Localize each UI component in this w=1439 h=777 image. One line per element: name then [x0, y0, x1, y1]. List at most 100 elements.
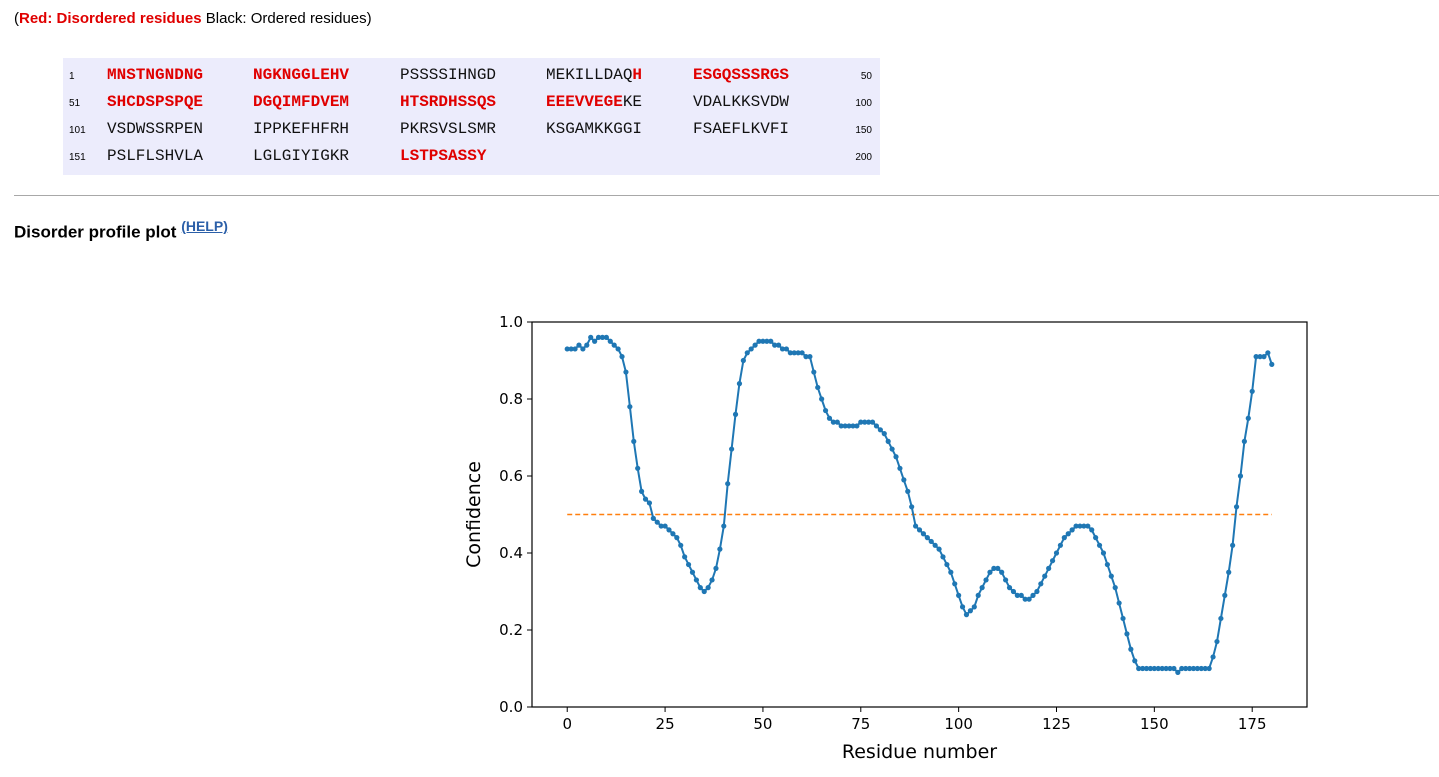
section-divider	[14, 195, 1439, 196]
confidence-point	[846, 423, 852, 429]
confidence-point	[932, 542, 938, 548]
confidence-point	[916, 527, 923, 533]
confidence-point	[928, 538, 934, 545]
disorder-profile-heading: Disorder profile plot (HELP)	[14, 218, 228, 243]
confidence-point	[854, 423, 860, 429]
confidence-point	[1226, 569, 1232, 575]
confidence-point	[775, 342, 782, 348]
confidence-point	[1049, 558, 1056, 564]
confidence-point	[740, 357, 746, 364]
x-tick-label: 175	[1238, 715, 1267, 733]
ordered-segment: PKRSVSLSMR	[400, 120, 497, 138]
confidence-point	[693, 577, 699, 583]
help-link[interactable]: (HELP)	[181, 218, 228, 234]
confidence-point	[971, 604, 977, 610]
confidence-point	[709, 577, 715, 583]
confidence-point	[885, 438, 891, 444]
sequence-start-number: 151	[69, 152, 86, 163]
confidence-point	[717, 546, 723, 552]
confidence-point	[595, 334, 602, 340]
legend-disordered-label: Red: Disordered residues	[19, 10, 202, 27]
sequence-block: MNSTNGNDNG	[107, 66, 203, 84]
confidence-point	[799, 350, 805, 356]
confidence-point	[1124, 631, 1130, 637]
confidence-point	[1073, 523, 1079, 529]
confidence-point	[654, 519, 660, 525]
sequence-end-number: 50	[860, 71, 872, 82]
sequence-row: 51 SHCDSPSPQE DGQIMFDVEM HTSRDHSSQS EEEVVEGE…	[63, 90, 880, 116]
ordered-segment: PSSSSIHNGD	[400, 66, 497, 84]
confidence-point	[705, 585, 711, 591]
confidence-point	[584, 342, 590, 348]
confidence-point	[1018, 592, 1024, 598]
legend-open-paren: (	[14, 10, 19, 27]
confidence-point	[944, 561, 950, 568]
confidence-point	[568, 346, 574, 352]
confidence-point	[850, 423, 856, 429]
y-tick-label: 0.0	[499, 698, 523, 716]
confidence-point	[920, 531, 927, 537]
confidence-point	[1053, 550, 1060, 556]
confidence-point	[830, 419, 836, 425]
disorder-profile-chart: 0 25 50 75 100 125 150 175 0.0 0.2 0.4 0.6 0.8 1.0 Res…	[463, 313, 1308, 763]
ordered-segment: VSDWSSRPEN	[107, 120, 204, 138]
confidence-point	[791, 350, 797, 356]
legend-ordered-label: Black: Ordered residues)	[201, 10, 372, 27]
confidence-point	[1069, 527, 1075, 533]
sequence-block: LGLGIYIGKR	[253, 147, 349, 165]
confidence-point	[783, 346, 790, 352]
disordered-segment: LSTPSASSY	[400, 147, 487, 165]
confidence-point	[666, 527, 672, 533]
sequence-block: VSDWSSRPEN	[107, 120, 203, 138]
sequence-start-number: 101	[69, 125, 86, 136]
confidence-point	[838, 423, 844, 429]
confidence-point	[807, 354, 813, 360]
confidence-point	[1155, 665, 1161, 672]
confidence-point	[1186, 665, 1193, 672]
confidence-point	[768, 338, 774, 344]
confidence-point	[858, 419, 864, 425]
confidence-point	[1202, 665, 1208, 672]
y-tick-label: 0.2	[499, 621, 523, 639]
confidence-point	[1093, 535, 1099, 541]
confidence-point	[592, 338, 598, 344]
confidence-point	[991, 565, 997, 571]
confidence-point	[1218, 615, 1224, 622]
confidence-point	[1010, 588, 1017, 595]
confidence-point	[1026, 596, 1032, 602]
confidence-point	[866, 419, 872, 425]
confidence-point	[1116, 600, 1122, 606]
confidence-point	[1108, 573, 1114, 579]
confidence-point	[1159, 665, 1165, 672]
sequence-end-number: 100	[855, 98, 872, 109]
sequence-start-number: 1	[69, 71, 75, 82]
sequence-end-number: 150	[855, 125, 872, 136]
disordered-segment: DGQIMFDVEM	[253, 93, 350, 111]
confidence-point	[772, 342, 778, 348]
ordered-segment: MEKILLDAQ	[546, 66, 633, 84]
confidence-point	[897, 465, 903, 471]
confidence-point	[627, 404, 633, 410]
confidence-point	[924, 535, 930, 541]
disordered-segment: H	[632, 66, 643, 84]
sequence-block: LSTPSASSY	[400, 147, 486, 165]
confidence-point	[588, 334, 594, 340]
confidence-point	[909, 504, 915, 510]
disordered-segment: SHCDSPSPQE	[107, 93, 204, 111]
confidence-point	[682, 554, 688, 560]
sequence-panel: 1 MNSTNGNDNG NGKNGGLEHV PSSSSIHNGD MEKILLDAQ…	[63, 58, 880, 175]
confidence-point	[1194, 665, 1201, 672]
confidence-point	[999, 569, 1005, 575]
confidence-point	[611, 342, 617, 348]
confidence-point	[822, 407, 829, 414]
section-title-text: Disorder profile plot	[14, 222, 182, 242]
confidence-point	[779, 346, 786, 352]
ordered-segment: PSLFLSHVLA	[107, 147, 204, 165]
confidence-point	[1104, 561, 1110, 568]
sequence-block: PSSSSIHNGD	[400, 66, 496, 84]
confidence-point	[787, 350, 793, 356]
confidence-point	[678, 542, 684, 548]
confidence-point	[674, 535, 680, 541]
confidence-point	[607, 338, 613, 344]
confidence-point	[893, 454, 899, 460]
